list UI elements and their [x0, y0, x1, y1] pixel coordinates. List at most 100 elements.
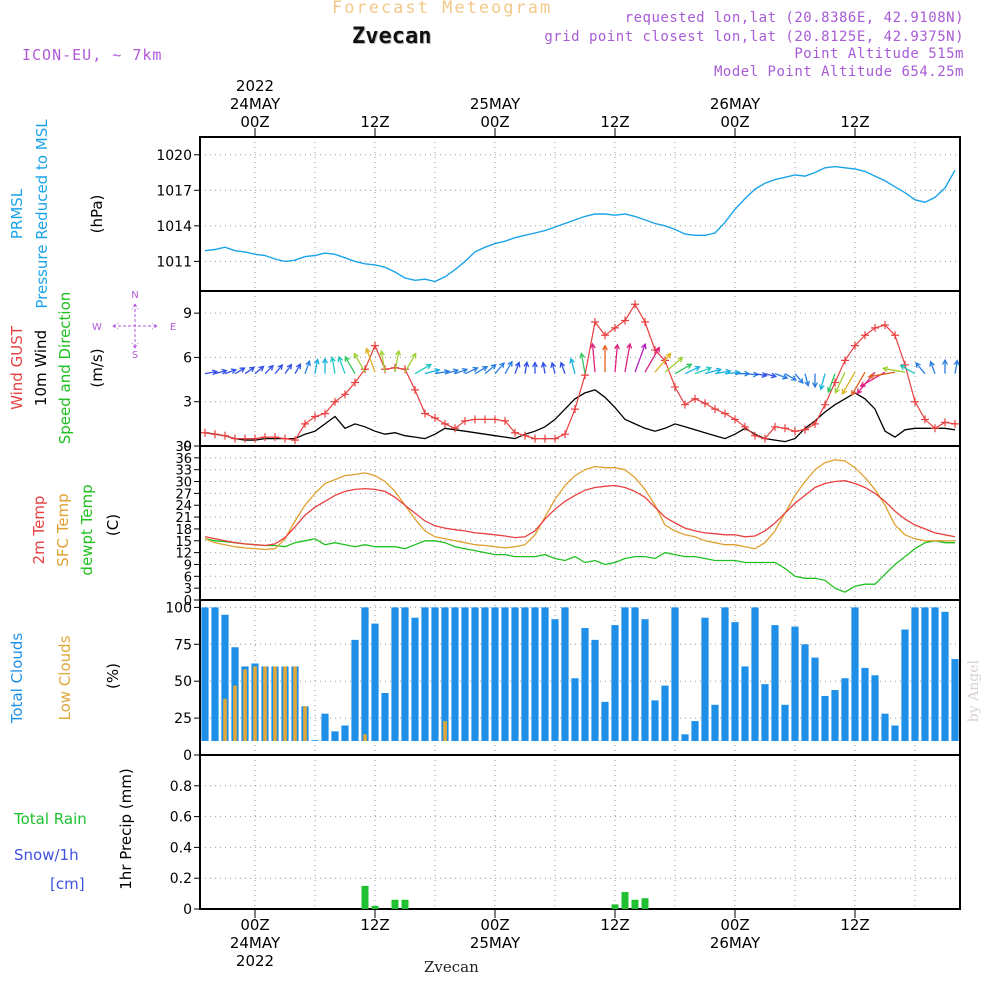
wind-direction-arrow	[764, 372, 778, 379]
wind-direction-arrow	[614, 343, 620, 373]
wind-direction-arrow	[754, 371, 768, 378]
dewpoint-line	[204, 538, 955, 593]
wind-direction-arrow	[704, 367, 723, 375]
gust-marker	[521, 431, 529, 440]
precip-bar	[371, 905, 379, 909]
time-label-bottom: 00Z	[480, 916, 509, 934]
wind-direction-arrow	[394, 349, 402, 373]
temp-label-2m: 2m Temp	[30, 496, 48, 565]
wind-direction-arrow	[942, 358, 948, 374]
wind-direction-arrow	[826, 373, 836, 394]
gust-marker	[851, 341, 859, 350]
total-cloud-bar	[831, 690, 839, 741]
total-cloud-bar	[421, 607, 429, 741]
y-tick-label: 1017	[156, 183, 192, 199]
gust-marker	[531, 434, 539, 443]
wind-direction-arrow	[834, 371, 846, 395]
gust-marker	[761, 434, 769, 443]
total-cloud-bar	[201, 607, 209, 741]
gust-marker	[371, 341, 379, 350]
time-label-bottom: 00Z	[720, 916, 749, 934]
wind-direction-arrow	[881, 366, 906, 373]
wind-direction-arrow	[851, 371, 866, 397]
total-cloud-bar	[751, 607, 759, 741]
time-label-bottom: 26MAY	[710, 934, 761, 952]
total-cloud-bar	[661, 685, 669, 741]
wind-panel: 0 3 6 9	[183, 290, 961, 455]
meteogram-title: Forecast Meteogram	[332, 0, 553, 18]
total-cloud-bar	[461, 607, 469, 741]
gust-marker	[591, 318, 599, 326]
wind-direction-arrow	[264, 364, 274, 375]
time-label-bottom: 25MAY	[470, 934, 521, 952]
gust-marker	[221, 431, 229, 440]
gust-marker	[301, 419, 309, 428]
gust-marker	[921, 415, 929, 424]
total-cloud-bar	[211, 607, 219, 741]
gust-marker	[211, 430, 219, 439]
gridpoint-coords: grid point closest lon,lat (20.8125E, 42…	[544, 29, 964, 45]
gust-marker	[541, 434, 549, 443]
precip-unit: 1hr Precip (mm)	[117, 768, 135, 889]
gust-marker	[621, 316, 629, 325]
clouds-label-low: Low Clouds	[56, 635, 74, 720]
wind-direction-arrow	[654, 352, 672, 373]
wind-direction-arrow	[244, 366, 256, 375]
precip-label-cm: [cm]	[50, 875, 85, 893]
time-label-top: 00Z	[240, 113, 269, 131]
time-label-top: 24MAY	[230, 95, 281, 113]
total-cloud-bar	[871, 675, 879, 741]
low-cloud-bar	[443, 721, 447, 741]
y-tick-label: 100	[165, 600, 192, 616]
y-tick-label: 36	[175, 452, 192, 467]
total-cloud-bar	[821, 695, 829, 741]
gust-marker	[791, 427, 799, 436]
time-label-top: 12Z	[840, 113, 869, 131]
wind-direction-arrow	[550, 361, 557, 374]
y-tick-label: 75	[174, 637, 192, 653]
gust-marker	[201, 428, 209, 437]
total-cloud-bar	[631, 607, 639, 741]
wind-direction-arrow	[664, 356, 684, 373]
gust-marker	[861, 331, 869, 340]
point-altitude: Point Altitude 515m	[794, 46, 964, 62]
gust-marker	[261, 433, 269, 442]
time-label-top: 00Z	[720, 113, 749, 131]
wind-label-dir: Speed and Direction	[56, 292, 74, 445]
gust-marker	[321, 409, 329, 418]
total-cloud-bar	[411, 617, 419, 741]
wind-direction-arrow	[414, 363, 433, 375]
wind-direction-arrow	[794, 373, 804, 385]
wind-direction-arrow	[365, 347, 376, 373]
total-cloud-bar	[701, 617, 709, 741]
side-labels: PRMSL Pressure Reduced to MSL (hPa) Wind GU…	[8, 119, 176, 893]
precip-bar	[391, 899, 399, 909]
time-label-top: 12Z	[600, 113, 629, 131]
precip-bar	[401, 899, 409, 909]
wind-direction-arrow	[404, 352, 417, 373]
time-label-bottom: 2022	[236, 952, 274, 970]
wind-direction-arrow	[514, 361, 521, 374]
precip-bar	[611, 904, 619, 909]
gust-marker	[701, 399, 709, 408]
total-cloud-bar	[621, 607, 629, 741]
gust-marker	[241, 434, 249, 443]
total-cloud-bar	[531, 607, 539, 741]
y-tick-label: 39	[175, 440, 192, 455]
low-cloud-bar	[243, 669, 247, 741]
wind-direction-arrow	[915, 361, 926, 375]
temp-2m-line	[204, 480, 956, 547]
total-cloud-bar	[441, 607, 449, 741]
y-tick-label: 6	[184, 570, 192, 585]
panel-frame	[199, 136, 961, 292]
wind-direction-arrow	[224, 368, 238, 375]
gust-marker	[501, 416, 509, 425]
wind-direction-arrow	[953, 359, 960, 374]
wind-direction-arrow	[494, 361, 505, 375]
gust-marker	[411, 385, 419, 394]
gust-marker	[801, 425, 809, 434]
time-label-top: 2022	[236, 77, 274, 95]
total-cloud-bar	[341, 725, 349, 741]
